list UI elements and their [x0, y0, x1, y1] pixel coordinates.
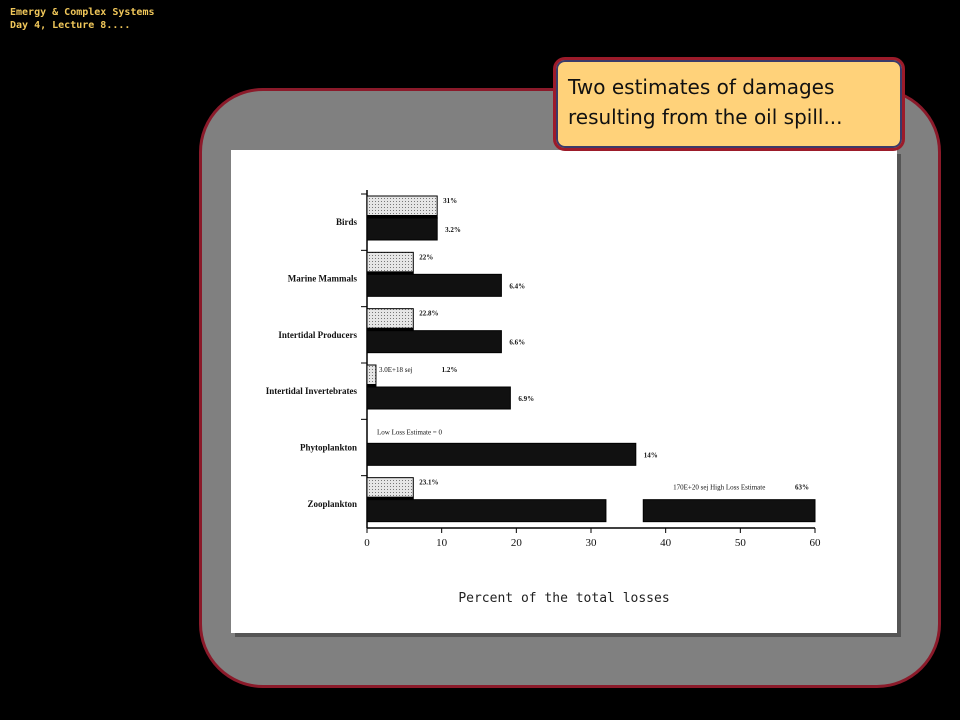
x-tick-label: 60: [810, 537, 822, 549]
high-estimate-bar: [366, 217, 438, 241]
low-estimate-bar: [366, 251, 414, 275]
low-estimate-bar-shadow: [367, 384, 376, 387]
low-estimate-annotation: 3.0E+18 sej: [379, 366, 413, 374]
low-estimate-label: 23.1%: [419, 479, 438, 487]
x-axis-caption: Percent of the total losses: [458, 591, 670, 606]
low-estimate-bar-shadow: [367, 215, 438, 218]
bar-chart: 0 10 20 30 40 50 60 Birds 31% 3.2% Marine Mammals 2…: [266, 190, 822, 549]
high-estimate-label: 14%: [644, 451, 658, 459]
low-estimate-bar-shadow: [367, 496, 414, 500]
low-estimate-bar: [366, 308, 414, 332]
x-tick-label: 20: [511, 537, 523, 549]
high-estimate-annotation: 170E+20 sej High Loss Estimate: [673, 484, 765, 492]
high-estimate-label: 6.9%: [518, 395, 534, 403]
high-estimate-bar-continued: [642, 499, 816, 523]
high-estimate-label: 6.4%: [509, 282, 525, 290]
low-estimate-annotation: Low Loss Estimate = 0: [377, 428, 442, 436]
low-estimate-bar-shadow: [367, 271, 414, 275]
high-estimate-label: 6.6%: [509, 339, 525, 347]
low-estimate-label: 22.8%: [419, 310, 438, 318]
category-label: Marine Mammals: [288, 274, 358, 284]
x-tick-label: 0: [364, 537, 370, 549]
x-tick-label: 40: [660, 537, 672, 549]
high-estimate-bar: [366, 442, 637, 466]
callout-line-1: Two estimates of damages: [568, 75, 835, 99]
low-estimate-bar: [366, 364, 377, 388]
x-tick-label: 30: [586, 537, 598, 549]
callout-box: Two estimates of damages resulting from …: [553, 57, 905, 151]
callout-line-2: resulting from the oil spill...: [568, 105, 843, 129]
high-estimate-bar: [366, 330, 502, 354]
low-estimate-label: 1.2%: [442, 366, 458, 374]
high-estimate-bar: [366, 499, 607, 523]
low-estimate-bar-shadow: [367, 327, 414, 331]
category-label: Intertidal Producers: [278, 330, 357, 340]
slide-header: Emergy & Complex Systems Day 4, Lecture …: [10, 6, 155, 32]
low-estimate-bar: [366, 195, 438, 219]
lecture-subtitle: Day 4, Lecture 8....: [10, 20, 131, 31]
high-estimate-bar: [366, 386, 511, 410]
low-estimate-label: 22%: [419, 253, 433, 261]
category-label: Phytoplankton: [300, 443, 357, 453]
x-tick-label: 50: [735, 537, 747, 549]
low-estimate-label: 31%: [443, 197, 457, 205]
category-label: Intertidal Invertebrates: [266, 386, 358, 396]
x-tick-label: 10: [436, 537, 448, 549]
high-estimate-label: 3.2%: [445, 226, 461, 234]
high-estimate-bar: [366, 273, 502, 297]
category-label: Zooplankton: [307, 499, 357, 509]
category-label: Birds: [336, 217, 358, 227]
high-estimate-label: 63%: [795, 484, 809, 492]
callout-text: Two estimates of damages resulting from …: [568, 72, 843, 132]
course-title: Emergy & Complex Systems: [10, 7, 155, 18]
low-estimate-bar: [366, 477, 414, 501]
figure-paper: 0 10 20 30 40 50 60 Birds 31% 3.2% Marine Mammals 2…: [231, 150, 897, 633]
